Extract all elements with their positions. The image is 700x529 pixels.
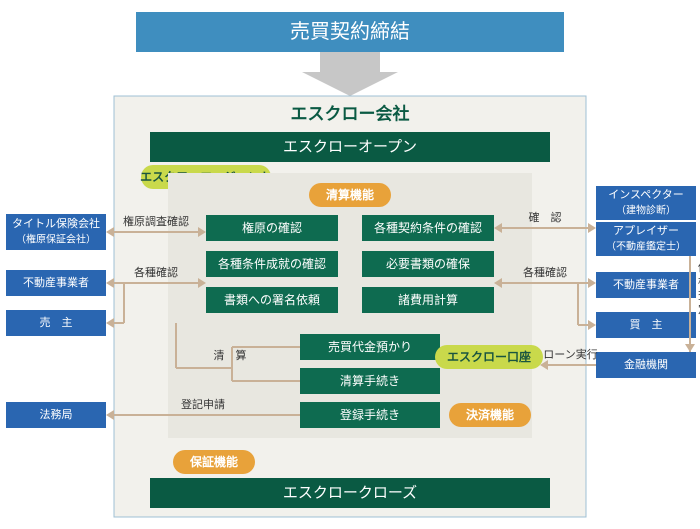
- guarantee-pill-label: 保証機能: [189, 454, 238, 469]
- arrow-label: 登記申請: [181, 397, 225, 411]
- arrow-label: 確 認: [529, 210, 562, 224]
- ext-l1-label: タイトル保険会社: [12, 216, 100, 230]
- cbox-2-label: 各種契約条件の確認: [374, 220, 482, 235]
- pbox-2-label: 清算手続き: [340, 373, 400, 388]
- cbox-1-label: 権原の確認: [242, 220, 302, 235]
- arrow-label: 各種確認: [134, 265, 178, 279]
- ext-l4-label: 法務局: [40, 407, 73, 421]
- ext-l2-label: 不動産事業者: [23, 275, 89, 289]
- ext-l1-sublabel: （権原保証会社）: [16, 233, 96, 246]
- ext-r5-label: 金融機関: [624, 357, 668, 371]
- ext-l3-label: 売 主: [40, 316, 73, 329]
- header-bar-label: 売買契約締結: [290, 20, 410, 43]
- ext-r4-label: 買 主: [630, 318, 663, 331]
- ext-r2-sublabel: （不動産鑑定士）: [606, 240, 686, 253]
- arrow-label: 各種確認: [523, 265, 567, 279]
- arrow-label: 清 算: [214, 348, 247, 362]
- arrow-label: 権原調査確認: [123, 214, 189, 228]
- ext-r1-sublabel: （建物診断）: [616, 204, 676, 217]
- ext-r3-label: 不動産事業者: [613, 277, 679, 291]
- cbox-3-label: 各種条件成就の確認: [218, 256, 326, 271]
- account-pill-label: エスクロー口座: [447, 349, 531, 364]
- cbox-6-label: 諸費用計算: [398, 292, 458, 307]
- arrow-label: ローン実行: [543, 347, 597, 361]
- payment-pill-label: 決済機能: [466, 407, 514, 422]
- open-bar-label: エスクローオープン: [283, 139, 417, 156]
- company-title: エスクロー会社: [291, 104, 410, 124]
- cbox-5-label: 書類への署名依頼: [224, 292, 320, 307]
- pbox-1-label: 売買代金預かり: [328, 339, 412, 354]
- close-bar-label: エスクロークローズ: [283, 485, 417, 502]
- pbox-3-label: 登録手続き: [340, 407, 400, 422]
- cbox-4-label: 必要書類の確保: [386, 256, 470, 271]
- settlement-pill-label: 清算機能: [326, 187, 374, 202]
- ext-r2-label: アプレイザー: [613, 224, 679, 237]
- down-arrow-icon: [302, 50, 398, 96]
- ext-r1-label: インスペクター: [608, 188, 684, 201]
